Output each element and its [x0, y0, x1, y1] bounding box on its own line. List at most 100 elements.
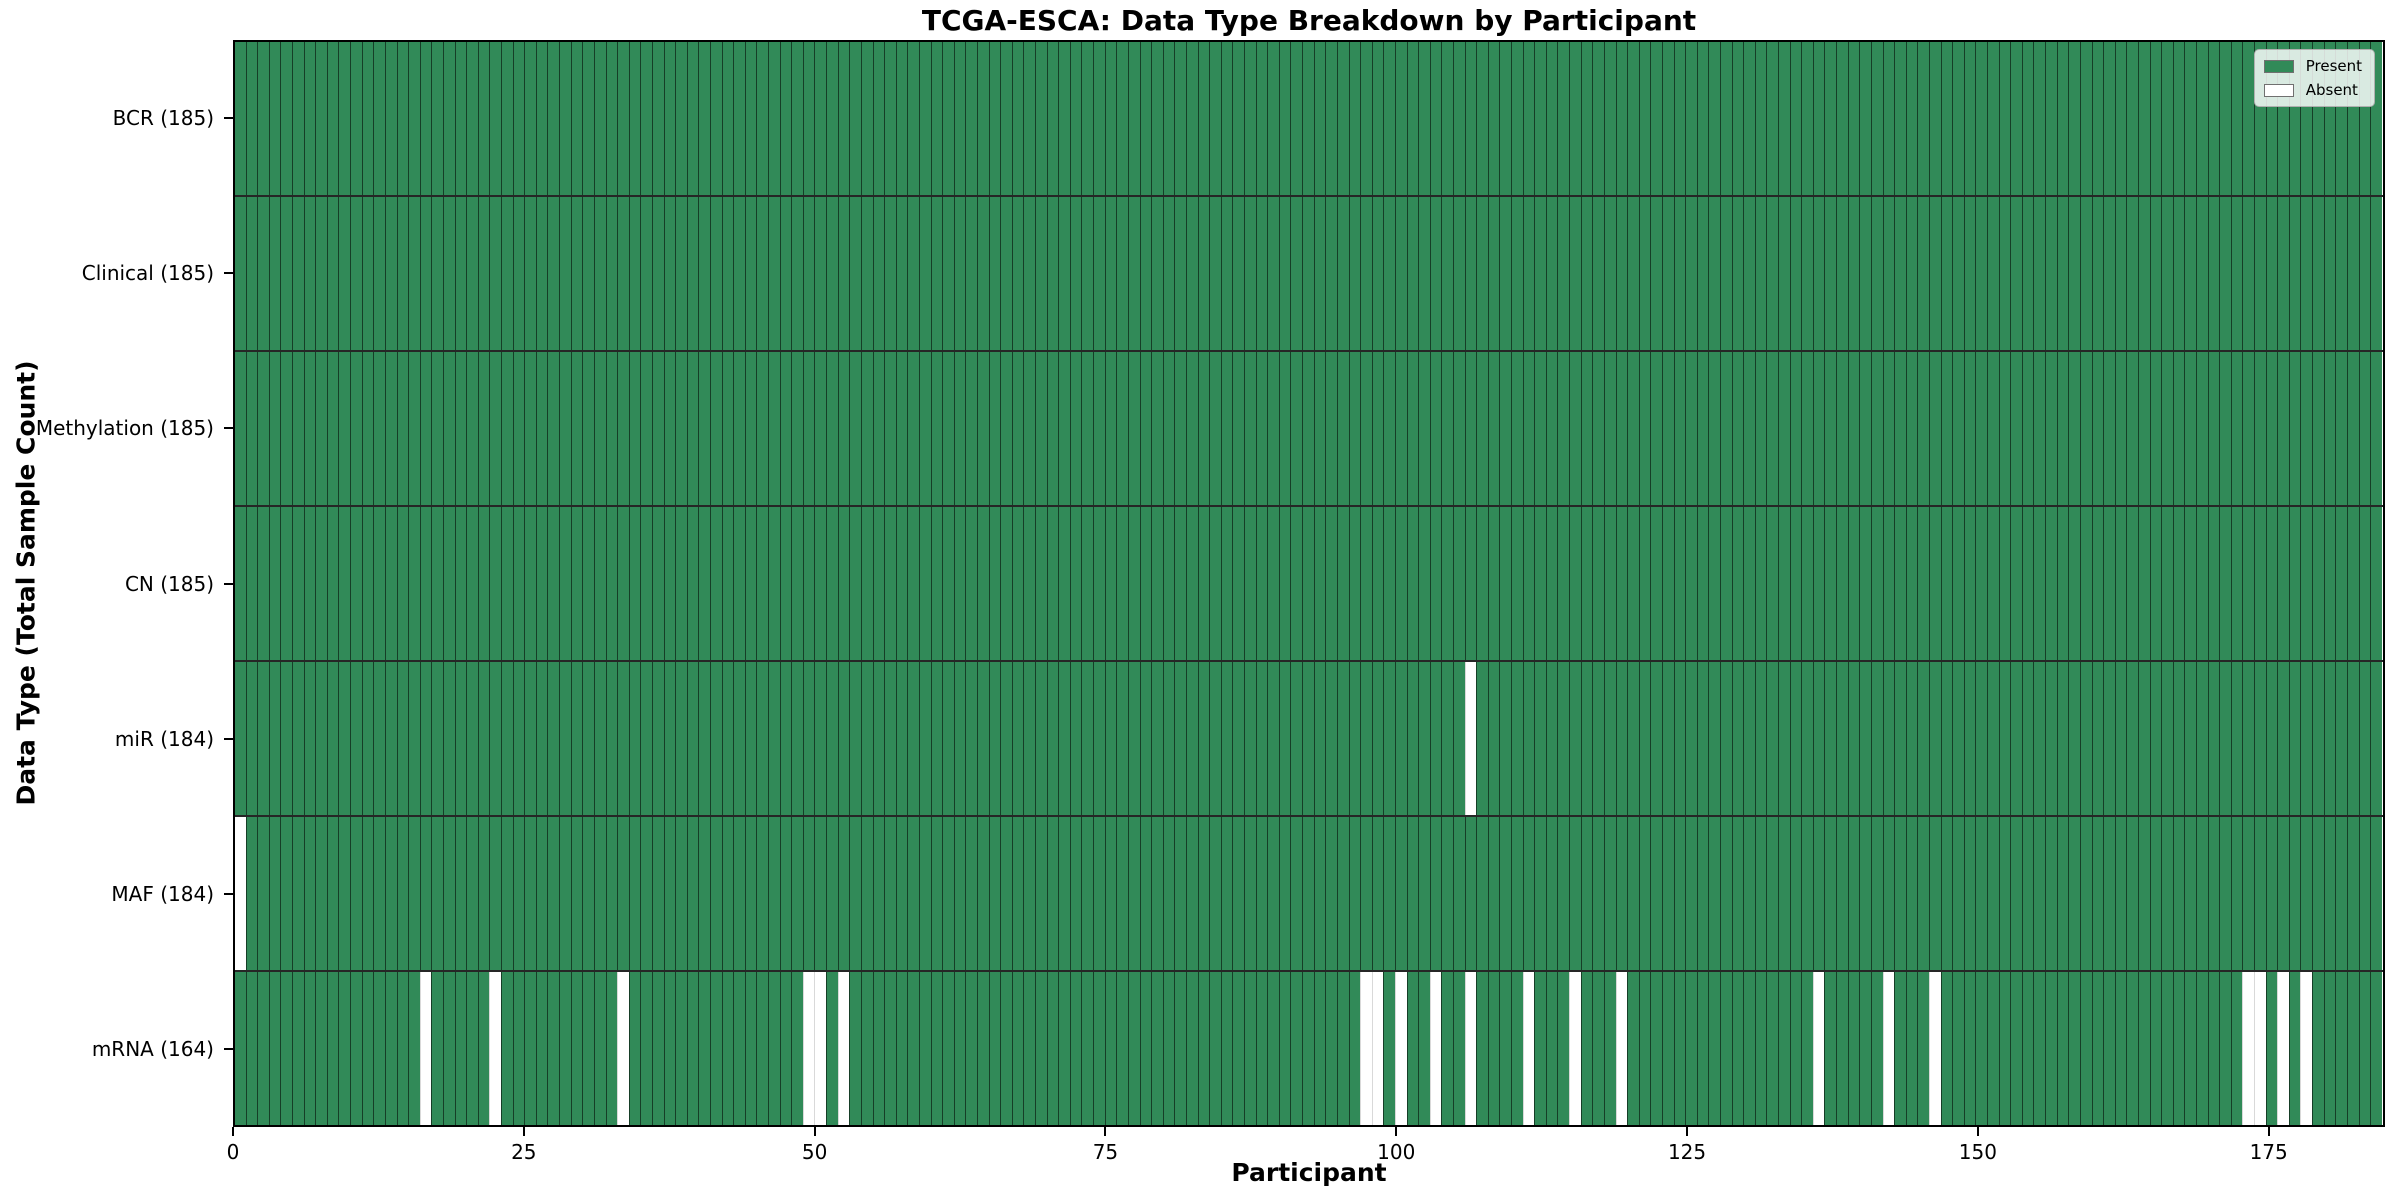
cell-miR-p143-present: [1882, 662, 1895, 815]
cell-miR-p111-present: [1511, 662, 1523, 815]
cell-CN-p164-present: [2126, 507, 2138, 660]
cell-mRNA-p70-present: [1035, 972, 1047, 1125]
cell-Clinical-p90-present: [1267, 197, 1279, 350]
cell-MAF-p83-present: [1185, 817, 1198, 970]
cell-MAF-p170-present: [2195, 817, 2208, 970]
cell-CN-p19-present: [442, 507, 455, 660]
cell-BCR-p183-present: [2346, 42, 2359, 195]
ytick-mark-mRNA: [224, 1048, 233, 1051]
cell-MAF-p55-present: [860, 817, 873, 970]
cell-CN-p135-present: [1789, 507, 1802, 660]
cell-miR-p168-present: [2172, 662, 2185, 815]
cell-Clinical-p94-present: [1313, 197, 1326, 350]
cell-MAF-p60-present: [918, 817, 931, 970]
cell-CN-p81-present: [1162, 507, 1175, 660]
cell-MAF-p115-present: [1557, 817, 1570, 970]
cell-mRNA-p146-present: [1917, 972, 1929, 1125]
cell-Clinical-p144-present: [1894, 197, 1906, 350]
row-Methylation: [235, 352, 2383, 507]
cell-BCR-p53-present: [837, 42, 850, 195]
cell-BCR-p138-present: [1824, 42, 1837, 195]
cell-BCR-p56-present: [872, 42, 885, 195]
cell-Clinical-p159-present: [2068, 197, 2080, 350]
cell-BCR-p4-present: [268, 42, 281, 195]
cell-Clinical-p132-present: [1754, 197, 1767, 350]
cell-mRNA-p127-present: [1696, 972, 1709, 1125]
cell-BCR-p98-present: [1360, 42, 1372, 195]
cell-mRNA-p119-present: [1603, 972, 1616, 1125]
cell-mRNA-p7-present: [303, 972, 316, 1125]
cell-miR-p144-present: [1894, 662, 1906, 815]
cell-CN-p39-present: [675, 507, 687, 660]
cell-Clinical-p113-present: [1534, 197, 1546, 350]
cell-CN-p126-present: [1685, 507, 1697, 660]
cell-CN-p3-present: [257, 507, 269, 660]
cell-CN-p158-present: [2056, 507, 2069, 660]
cell-mRNA-p48-present: [779, 972, 792, 1125]
cell-BCR-p92-present: [1290, 42, 1303, 195]
cell-miR-p55-present: [860, 662, 873, 815]
cell-CN-p27-present: [535, 507, 548, 660]
cell-Clinical-p5-present: [280, 197, 293, 350]
cell-BCR-p146-present: [1917, 42, 1929, 195]
cell-Clinical-p31-present: [582, 197, 594, 350]
cell-mRNA-p138-present: [1824, 972, 1837, 1125]
cell-Methylation-p124-present: [1661, 352, 1674, 505]
cell-MAF-p66-present: [988, 817, 1001, 970]
cell-mRNA-p110-present: [1499, 972, 1512, 1125]
cell-miR-p82-present: [1174, 662, 1186, 815]
cell-MAF-p2-present: [245, 817, 258, 970]
cell-miR-p88-present: [1244, 662, 1256, 815]
cell-MAF-p181-present: [2323, 817, 2336, 970]
cell-miR-p86-present: [1220, 662, 1233, 815]
cell-MAF-p15-present: [396, 817, 409, 970]
cell-mRNA-p66-present: [988, 972, 1001, 1125]
cell-Methylation-p28-present: [547, 352, 560, 505]
cell-CN-p184-present: [2358, 507, 2371, 660]
cell-Methylation-p62-present: [942, 352, 954, 505]
cell-BCR-p49-present: [791, 42, 803, 195]
cell-CN-p115-present: [1557, 507, 1570, 660]
cell-CN-p82-present: [1174, 507, 1186, 660]
cell-Clinical-p162-present: [2103, 197, 2115, 350]
cell-mRNA-p44-present: [733, 972, 745, 1125]
cell-Methylation-p38-present: [663, 352, 676, 505]
cell-Clinical-p165-present: [2137, 197, 2150, 350]
cell-Clinical-p155-present: [2021, 197, 2034, 350]
cell-Methylation-p176-present: [2265, 352, 2278, 505]
cell-mRNA-p121-present: [1627, 972, 1639, 1125]
cell-BCR-p60-present: [918, 42, 931, 195]
row-CN: [235, 507, 2383, 662]
cell-MAF-p52-present: [826, 817, 838, 970]
cell-miR-p7-present: [303, 662, 316, 815]
cell-miR-p2-present: [245, 662, 258, 815]
cell-MAF-p124-present: [1661, 817, 1674, 970]
cell-mRNA-p149-present: [1952, 972, 1964, 1125]
cell-Methylation-p39-present: [675, 352, 687, 505]
cell-BCR-p14-present: [384, 42, 397, 195]
cell-MAF-p112-present: [1522, 817, 1535, 970]
xtick-mark-0: [232, 1127, 234, 1136]
cell-Clinical-p68-present: [1011, 197, 1024, 350]
cell-Methylation-p76-present: [1104, 352, 1117, 505]
cell-Methylation-p114-present: [1545, 352, 1558, 505]
cell-Methylation-p173-present: [2230, 352, 2243, 505]
cell-MAF-p56-present: [872, 817, 885, 970]
cell-MAF-p31-present: [582, 817, 594, 970]
cell-CN-p123-present: [1650, 507, 1662, 660]
cell-Clinical-p39-present: [675, 197, 687, 350]
cell-Clinical-p98-present: [1360, 197, 1372, 350]
cell-Methylation-p83-present: [1185, 352, 1198, 505]
cell-CN-p35-present: [628, 507, 641, 660]
cell-miR-p185-present: [2370, 662, 2382, 815]
cell-mRNA-p111-present: [1511, 972, 1523, 1125]
cell-BCR-p142-present: [1870, 42, 1883, 195]
cell-Methylation-p49-present: [791, 352, 803, 505]
cell-Methylation-p59-present: [907, 352, 919, 505]
legend-item-present: Present: [2263, 57, 2362, 75]
cell-Clinical-p183-present: [2346, 197, 2359, 350]
cell-BCR-p32-present: [593, 42, 606, 195]
cell-BCR-p126-present: [1685, 42, 1697, 195]
cell-Clinical-p107-present: [1464, 197, 1477, 350]
cell-miR-p23-present: [489, 662, 502, 815]
